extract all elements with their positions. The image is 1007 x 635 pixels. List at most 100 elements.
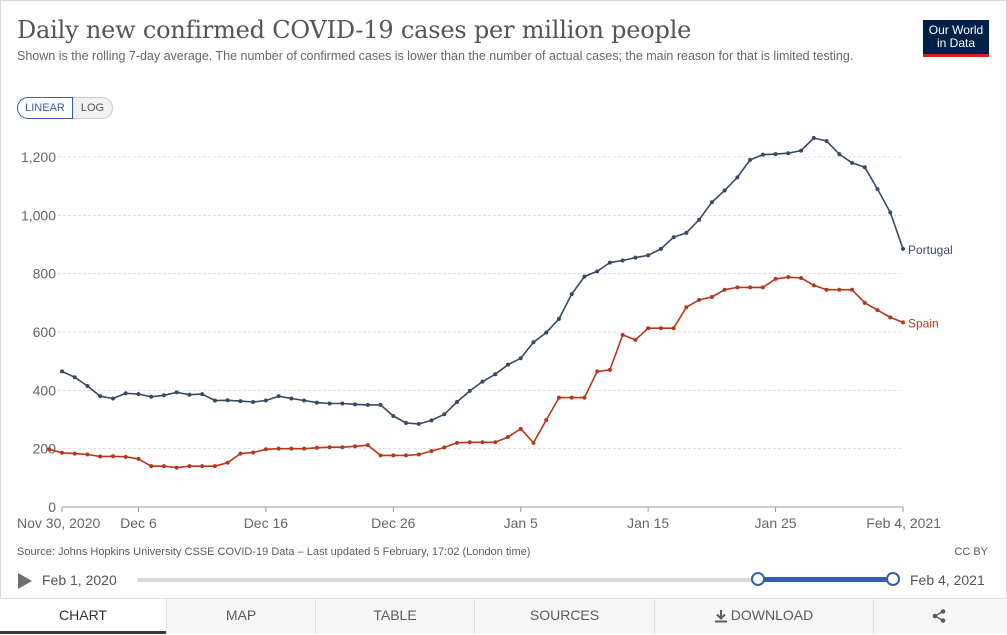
data-point <box>340 401 345 406</box>
data-point <box>709 295 714 299</box>
timeline-start-date: Feb 1, 2020 <box>42 572 117 588</box>
log-scale-toggle[interactable]: LOG <box>73 97 113 119</box>
tab-sources[interactable]: SOURCES <box>474 599 654 634</box>
data-point <box>200 392 205 397</box>
data-point <box>98 394 103 399</box>
data-point <box>671 235 676 240</box>
data-point <box>391 414 396 418</box>
x-tick-label: Dec 16 <box>244 515 289 531</box>
data-point <box>174 465 179 470</box>
data-point <box>263 398 268 403</box>
timeline-end-handle[interactable] <box>886 572 900 586</box>
data-point <box>327 401 332 406</box>
data-point <box>620 332 625 337</box>
tab-map[interactable]: MAP <box>166 599 315 634</box>
data-point <box>251 450 256 455</box>
data-point <box>862 300 867 305</box>
data-point <box>353 444 358 449</box>
data-point <box>480 379 485 384</box>
play-icon[interactable] <box>18 573 32 589</box>
data-point <box>760 152 765 157</box>
y-tick-label: 400 <box>33 382 57 398</box>
series-label-portugal: Portugal <box>908 243 953 257</box>
logo-line-2: in Data <box>936 36 976 50</box>
data-point <box>505 435 510 439</box>
data-point <box>556 395 561 400</box>
data-point <box>353 402 358 407</box>
data-point <box>404 453 409 458</box>
x-tick-label: Jan 25 <box>755 515 797 531</box>
data-point <box>786 275 791 280</box>
share-button[interactable] <box>873 599 1007 634</box>
logo-line-1: Our World <box>928 23 984 37</box>
x-tick-label: Dec 6 <box>120 515 157 531</box>
series-label-spain: Spain <box>908 316 939 330</box>
data-point <box>416 421 421 426</box>
data-point <box>493 372 498 377</box>
linear-scale-toggle[interactable]: LINEAR <box>17 97 73 119</box>
tab-download[interactable]: DOWNLOAD <box>654 599 873 634</box>
data-point <box>365 443 370 448</box>
timeline-end-date: Feb 4, 2021 <box>910 572 985 588</box>
data-point <box>760 285 765 290</box>
data-point <box>875 308 880 313</box>
owid-logo[interactable]: Our World in Data <box>923 20 989 57</box>
tab-bar: CHART MAP TABLE SOURCES DOWNLOAD <box>0 598 1007 635</box>
data-point <box>85 383 90 388</box>
data-point <box>276 446 281 451</box>
y-tick-label: 800 <box>33 266 57 282</box>
data-point <box>251 400 256 404</box>
data-point <box>365 402 370 407</box>
data-point <box>850 160 855 165</box>
chart-title: Daily new confirmed COVID-19 cases per m… <box>17 16 692 44</box>
y-tick-label: 1,200 <box>21 149 56 165</box>
y-tick-label: 1,000 <box>21 207 56 223</box>
data-point <box>620 258 625 263</box>
data-point <box>799 276 804 281</box>
data-point <box>442 412 447 417</box>
data-point <box>518 426 523 431</box>
data-point <box>748 285 753 290</box>
data-point <box>314 400 319 405</box>
data-point <box>174 390 179 395</box>
data-point <box>544 418 549 423</box>
data-point <box>276 394 281 399</box>
data-point <box>684 230 689 235</box>
data-point <box>531 440 536 445</box>
label-layer: Portugal Spain <box>908 243 953 331</box>
tab-table[interactable]: TABLE <box>315 599 474 634</box>
x-tick-label: Nov 30, 2020 <box>17 515 100 531</box>
share-icon <box>932 609 945 624</box>
data-point <box>455 440 460 445</box>
data-point <box>824 287 829 292</box>
y-tick-label: 200 <box>33 441 57 457</box>
tab-chart[interactable]: CHART <box>0 599 166 634</box>
data-point <box>187 392 192 397</box>
data-point <box>722 188 727 193</box>
data-point <box>850 287 855 292</box>
timeline-selected-range <box>758 577 893 582</box>
data-point <box>684 305 689 310</box>
data-point <box>72 451 77 456</box>
data-point <box>658 326 663 331</box>
timeline-track[interactable] <box>137 578 893 582</box>
data-point <box>811 136 816 141</box>
data-point <box>671 326 676 331</box>
license-link[interactable]: CC BY <box>954 546 988 558</box>
data-point <box>289 446 294 451</box>
timeline-start-handle[interactable] <box>751 572 766 586</box>
data-point <box>493 440 498 445</box>
data-point <box>416 452 421 457</box>
data-point <box>110 396 115 401</box>
data-point <box>302 446 307 451</box>
data-point <box>225 398 230 403</box>
data-point <box>225 460 230 465</box>
data-point <box>646 253 651 258</box>
x-tick-label: Dec 26 <box>371 515 416 531</box>
chart-subtitle: Shown is the rolling 7-day average. The … <box>17 49 854 63</box>
data-point <box>123 391 128 396</box>
data-point <box>595 369 600 374</box>
data-point <box>658 246 663 251</box>
y-tick-label: 600 <box>33 324 57 340</box>
data-point <box>340 445 345 450</box>
